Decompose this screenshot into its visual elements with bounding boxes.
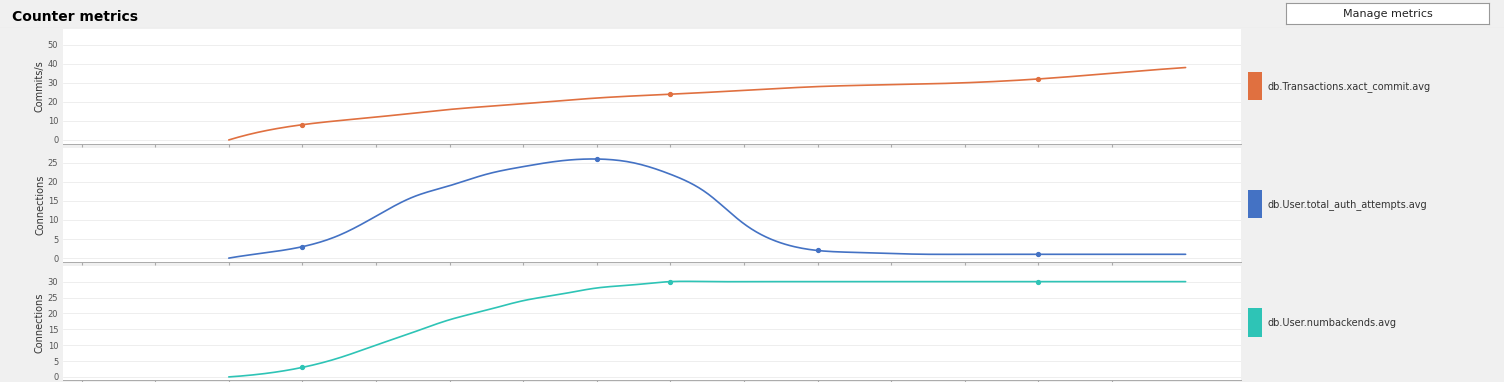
Text: Counter metrics: Counter metrics [12, 10, 138, 24]
Text: db.Transactions.xact_commit.avg: db.Transactions.xact_commit.avg [1266, 81, 1430, 92]
Bar [1248, 72, 1262, 100]
Y-axis label: Commits/s: Commits/s [35, 61, 45, 112]
Y-axis label: Connections: Connections [35, 293, 45, 353]
Bar [1248, 308, 1262, 337]
X-axis label: Time (UTC): Time (UTC) [620, 165, 684, 175]
Text: db.User.total_auth_attempts.avg: db.User.total_auth_attempts.avg [1266, 199, 1427, 210]
Y-axis label: Connections: Connections [35, 175, 45, 235]
Bar [1248, 190, 1262, 219]
X-axis label: Time (UTC): Time (UTC) [620, 283, 684, 293]
Text: db.User.numbackends.avg: db.User.numbackends.avg [1266, 318, 1396, 328]
Text: Manage metrics: Manage metrics [1343, 9, 1432, 19]
